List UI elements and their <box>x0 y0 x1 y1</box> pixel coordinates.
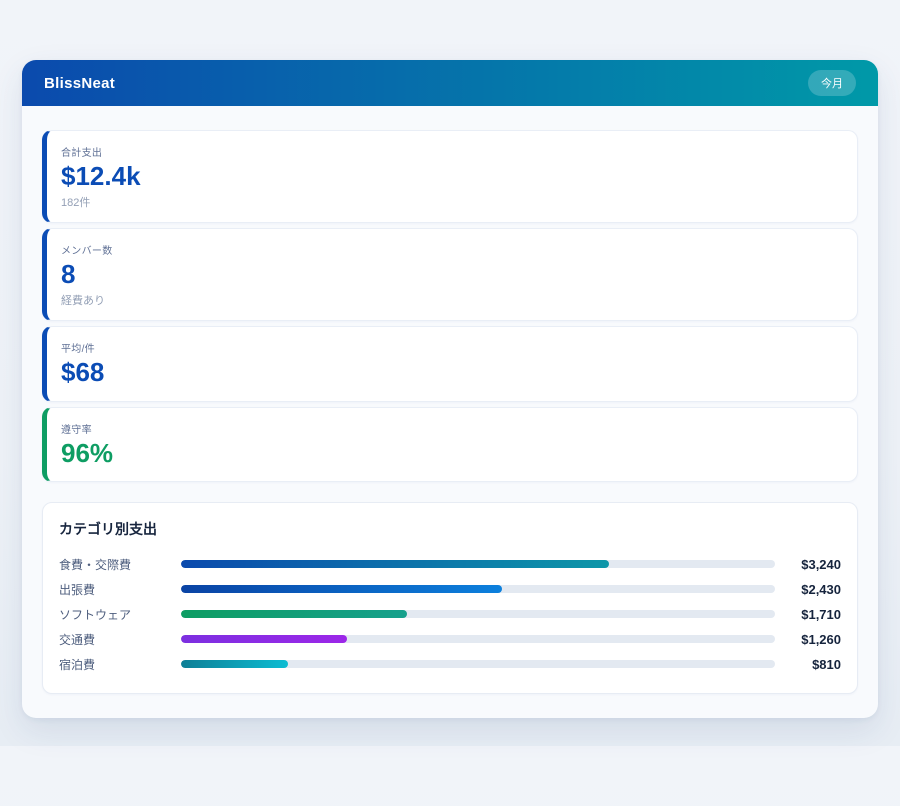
stat-card-average: 平均/件 $68 <box>42 326 858 401</box>
header: BlissNeat 今月 <box>22 60 878 106</box>
bar-track <box>181 610 775 618</box>
bar-fill <box>181 585 502 593</box>
dashboard-body: 合計支出 $12.4k 182件 メンバー数 8 経費あり 平均/件 $68 遵… <box>22 106 878 718</box>
stat-card-members: メンバー数 8 経費あり <box>42 228 858 321</box>
category-label: 食費・交際費 <box>59 556 181 573</box>
app-title: BlissNeat <box>44 75 115 92</box>
category-amount: $810 <box>775 657 841 672</box>
category-label: 出張費 <box>59 581 181 598</box>
category-row: 出張費 $2,430 <box>59 577 841 602</box>
stat-value: $12.4k <box>61 161 841 192</box>
bar-fill <box>181 635 347 643</box>
bar-track <box>181 660 775 668</box>
category-amount: $1,710 <box>775 607 841 622</box>
stat-card-compliance: 遵守率 96% <box>42 407 858 482</box>
stat-label: 合計支出 <box>61 144 841 159</box>
category-row: 交通費 $1,260 <box>59 627 841 652</box>
stat-value: $68 <box>61 357 841 388</box>
period-badge[interactable]: 今月 <box>808 70 856 96</box>
category-row: 食費・交際費 $3,240 <box>59 552 841 577</box>
stat-value: 96% <box>61 438 841 469</box>
stat-label: 遵守率 <box>61 421 841 436</box>
stat-sub: 182件 <box>61 194 841 210</box>
category-amount: $2,430 <box>775 582 841 597</box>
category-title: カテゴリ別支出 <box>59 519 841 539</box>
category-breakdown-card: カテゴリ別支出 食費・交際費 $3,240 出張費 $2,430 ソフトウェア … <box>42 502 858 694</box>
category-amount: $3,240 <box>775 557 841 572</box>
category-amount: $1,260 <box>775 632 841 647</box>
stat-card-total-spend: 合計支出 $12.4k 182件 <box>42 130 858 223</box>
dashboard-card: BlissNeat 今月 合計支出 $12.4k 182件 メンバー数 8 経費… <box>22 60 878 718</box>
category-label: 宿泊費 <box>59 656 181 673</box>
category-row: 宿泊費 $810 <box>59 652 841 677</box>
stat-label: 平均/件 <box>61 340 841 355</box>
stat-value: 8 <box>61 259 841 290</box>
bar-fill <box>181 660 288 668</box>
bar-fill <box>181 610 407 618</box>
bar-fill <box>181 560 609 568</box>
category-label: 交通費 <box>59 631 181 648</box>
bar-track <box>181 635 775 643</box>
bar-track <box>181 585 775 593</box>
category-label: ソフトウェア <box>59 606 181 623</box>
bar-track <box>181 560 775 568</box>
category-row: ソフトウェア $1,710 <box>59 602 841 627</box>
stat-sub: 経費あり <box>61 292 841 308</box>
stat-label: メンバー数 <box>61 242 841 257</box>
